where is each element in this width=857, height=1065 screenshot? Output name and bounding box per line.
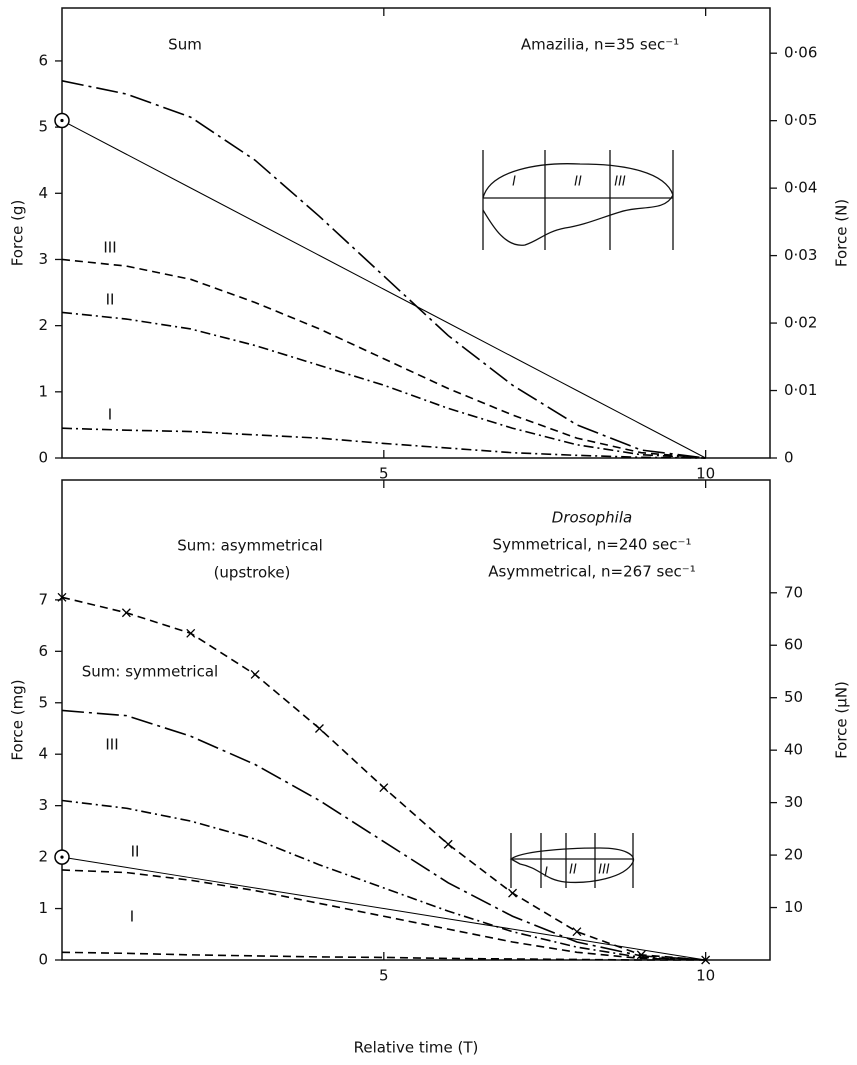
annotation: Amazilia, n=35 sec⁻¹ [521, 36, 679, 54]
series-line [61, 951, 706, 961]
plot-frame [61, 479, 771, 961]
inset-label: II [569, 863, 577, 878]
x-marker [314, 724, 324, 733]
series-line [61, 869, 706, 961]
series-line [61, 258, 706, 459]
series-label: I [108, 406, 112, 424]
annotation: Drosophila [552, 509, 632, 527]
series-line [61, 709, 706, 961]
y-tick-label: 0 [38, 951, 48, 969]
series-line [61, 856, 706, 961]
y-axis-label: Force (mg) [9, 679, 27, 760]
x-marker [250, 670, 260, 679]
y-tick-label: 1 [38, 382, 48, 400]
annotation: Symmetrical, n=240 sec⁻¹ [493, 536, 692, 554]
y-tick-label: 7 [38, 590, 48, 608]
y-tick-label: 3 [38, 796, 48, 814]
annotation: (upstroke) [214, 564, 291, 582]
x-marker [186, 628, 196, 638]
y-tick-label: 5 [38, 693, 48, 711]
x-tick-label: 5 [379, 967, 389, 985]
series-label: III [103, 239, 116, 257]
series-label: I [130, 908, 134, 926]
y2-tick-label: 50 [784, 688, 803, 706]
series-line [61, 80, 706, 459]
y2-tick-label: 10 [784, 898, 803, 916]
y2-tick-label: 0·03 [784, 246, 817, 264]
inset-top [482, 150, 674, 250]
y-tick-label: 2 [38, 848, 48, 866]
y2-tick-label: 0 [784, 449, 794, 467]
y-tick-label: 1 [38, 899, 48, 917]
x-tick-label: 5 [379, 465, 389, 483]
series-line [61, 799, 706, 961]
series-line [61, 311, 706, 459]
y-tick-label: 6 [38, 642, 48, 660]
y2-tick-label: 0·05 [784, 111, 817, 129]
series-label: Sum: symmetrical [82, 663, 218, 681]
series-line [61, 120, 706, 459]
x-marker [508, 888, 518, 898]
y2-tick-label: 60 [784, 636, 803, 654]
inset-label: II [574, 175, 582, 190]
y-tick-label: 4 [38, 745, 48, 763]
y2-tick-label: 20 [784, 846, 803, 864]
inset-label: III [598, 863, 610, 878]
x-axis-label: Relative time (T) [354, 1039, 479, 1057]
y-tick-label: 0 [38, 449, 48, 467]
x-marker [57, 592, 67, 602]
y2-tick-label: 0·01 [784, 381, 817, 399]
y2-axis-label: Force (N) [833, 199, 851, 267]
y-tick-label: 5 [38, 118, 48, 136]
y2-tick-label: 0·04 [784, 179, 817, 197]
circle-marker-dot [60, 118, 64, 123]
y-axis-label: Force (g) [9, 200, 27, 267]
x-tick-label: 10 [696, 465, 715, 483]
y-tick-label: 6 [38, 51, 48, 69]
y-tick-label: 3 [38, 250, 48, 268]
y-tick-label: 2 [38, 316, 48, 334]
series-label: Sum [168, 36, 202, 54]
x-marker [572, 927, 582, 937]
inset-label: III [614, 175, 626, 190]
series-label: III [105, 736, 118, 754]
y-tick-label: 4 [38, 184, 48, 202]
plot-frame [61, 7, 771, 459]
inset-label: I [544, 866, 548, 881]
circle-marker-dot [60, 855, 64, 859]
y2-tick-label: 70 [784, 583, 803, 601]
x-marker [443, 839, 453, 849]
series-label: Sum: asymmetrical [177, 537, 323, 555]
y2-axis-label: Force (µN) [833, 681, 851, 759]
series-label: II [106, 291, 115, 309]
x-marker [121, 608, 131, 618]
inset-bottom [509, 833, 635, 888]
annotation: Asymmetrical, n=267 sec⁻¹ [488, 563, 695, 581]
y2-tick-label: 40 [784, 741, 803, 759]
x-marker [379, 783, 389, 793]
series-line [61, 427, 706, 459]
y2-tick-label: 0·06 [784, 44, 817, 62]
y2-tick-label: 0·02 [784, 314, 817, 332]
y2-tick-label: 30 [784, 793, 803, 811]
inset-label: I [512, 175, 516, 190]
x-tick-label: 10 [696, 967, 715, 985]
series-label: II [131, 843, 140, 861]
